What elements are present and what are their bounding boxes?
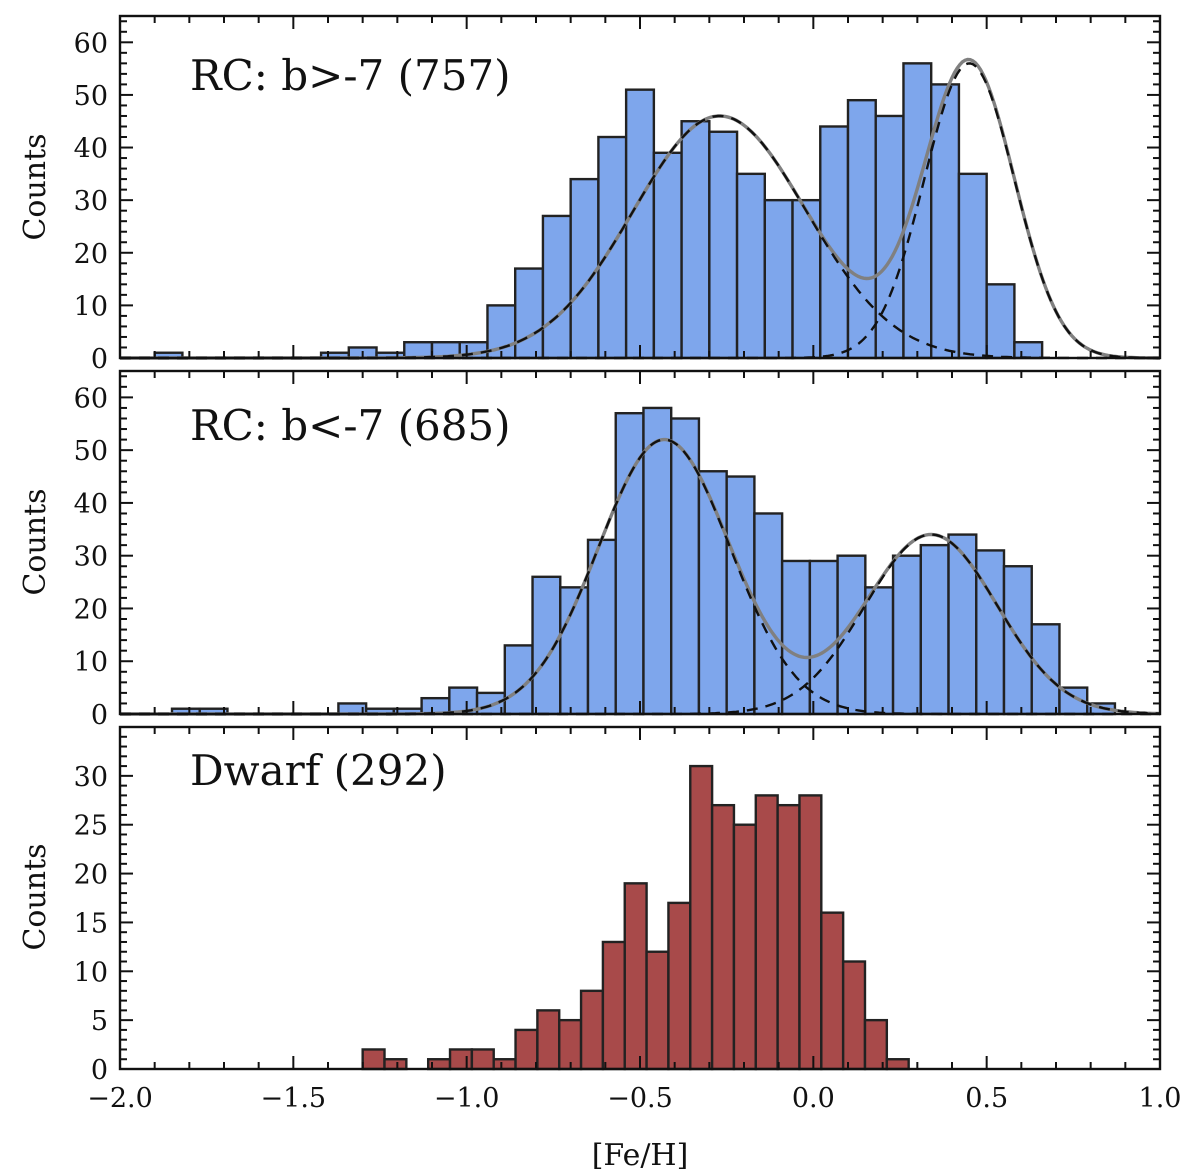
histogram-bar <box>846 98 877 360</box>
panel-title: RC: b<-7 (685) <box>190 401 511 450</box>
histogram-bar <box>776 803 801 1071</box>
histogram-bar <box>975 549 1006 716</box>
histogram-bar <box>623 882 648 1071</box>
histogram-bar <box>732 823 757 1071</box>
y-tick-label: 5 <box>91 1006 108 1037</box>
histogram-bar <box>708 130 739 360</box>
histogram-bar <box>891 554 922 716</box>
histogram-bar <box>763 198 794 360</box>
histogram-bar <box>697 470 728 716</box>
x-tick-label: −2.0 <box>87 1083 153 1114</box>
y-tick-label: 50 <box>74 81 108 112</box>
y-tick-label: 30 <box>74 762 108 793</box>
histogram-bar <box>735 172 766 360</box>
y-tick-label: 40 <box>74 489 108 520</box>
y-tick-label: 10 <box>74 291 108 322</box>
histogram-bar <box>710 803 736 1071</box>
panel-title: RC: b>-7 (757) <box>190 51 511 100</box>
histogram-bar <box>957 172 988 360</box>
y-tick-label: 20 <box>74 860 108 891</box>
histogram-bar <box>514 1028 539 1071</box>
histogram-bar <box>667 901 692 1071</box>
histogram-bar <box>919 543 950 716</box>
y-axis-title: Counts <box>18 843 53 950</box>
y-tick-label: 25 <box>74 811 108 842</box>
histogram-bar <box>448 1048 474 1071</box>
histogram-bar <box>863 1018 889 1071</box>
histogram-bar <box>361 1048 386 1071</box>
histogram-bar <box>569 177 600 360</box>
histogram-bar <box>601 940 626 1071</box>
x-axis-title: [Fe/H] <box>592 1138 689 1173</box>
histogram-bar <box>1013 341 1044 360</box>
y-tick-label: 20 <box>74 239 108 270</box>
histogram-bar <box>670 417 701 716</box>
x-tick-label: −0.5 <box>607 1083 673 1114</box>
x-tick-label: 0.5 <box>965 1083 1008 1114</box>
x-tick-label: 0.0 <box>792 1083 835 1114</box>
histogram-bars <box>361 764 910 1071</box>
histogram-bar <box>841 960 867 1071</box>
y-axis-title: Counts <box>18 488 53 595</box>
y-tick-label: 0 <box>91 344 108 375</box>
y-tick-label: 15 <box>74 908 108 939</box>
y-axis-title: Counts <box>18 133 53 240</box>
histogram-bar <box>541 214 572 360</box>
histogram-bar <box>902 62 933 360</box>
histogram-bar <box>798 794 823 1071</box>
histogram-bar <box>874 114 905 360</box>
panel-dwarf: 0 5 10 15 20 25 30 −2.0 −1.5 −1.0 −0.5 0.0 0.5 1.0 Dw… <box>18 725 1182 1173</box>
y-tick-label: 40 <box>74 134 108 165</box>
histogram-bar <box>579 989 605 1071</box>
panel-title: Dwarf (292) <box>190 746 447 795</box>
histogram-bar <box>780 559 812 716</box>
histogram-bar <box>383 1058 408 1071</box>
x-tick-label: −1.0 <box>434 1083 500 1114</box>
y-tick-label: 60 <box>74 28 108 59</box>
panel-rc-low-latitude: 0 10 20 30 40 50 60 RC: b<-7 (685) Counts <box>18 369 1162 731</box>
axes: 0 5 10 15 20 25 30 −2.0 −1.5 −1.0 −0.5 0.0 0.5 1.0 <box>74 725 1182 1114</box>
histogram-bar <box>864 586 895 716</box>
axes: 0 10 20 30 40 50 60 <box>74 369 1162 731</box>
histogram-bar <box>808 559 839 716</box>
histogram-bar <box>754 794 779 1071</box>
histogram-bar <box>836 554 867 716</box>
histogram-bar <box>820 911 845 1071</box>
histogram-bar <box>680 120 711 360</box>
y-tick-label: 10 <box>74 957 108 988</box>
panel-rc-high-latitude: 0 10 20 30 40 50 60 RC: b>-7 (757) Counts <box>18 14 1162 375</box>
histogram-bar <box>1030 623 1061 716</box>
histogram-bar <box>642 406 673 716</box>
y-tick-label: 0 <box>91 1055 108 1086</box>
histogram-bar <box>652 151 683 360</box>
histogram-bar <box>645 950 670 1071</box>
histogram-bar <box>689 764 714 1071</box>
y-tick-label: 0 <box>91 700 108 731</box>
histogram-bar <box>536 1009 561 1071</box>
histogram-bar <box>985 283 1016 360</box>
histogram-bar <box>885 1058 910 1071</box>
histogram-bar <box>947 533 978 716</box>
y-tick-label: 30 <box>74 186 108 217</box>
y-tick-label: 20 <box>74 594 108 625</box>
x-tick-label: −1.5 <box>261 1083 327 1114</box>
histogram-bars <box>153 62 1044 360</box>
histogram-bar <box>492 1058 517 1071</box>
histogram-bar <box>930 83 961 360</box>
histogram-bar <box>558 1018 583 1071</box>
histogram-bar <box>514 267 545 360</box>
histogram-bar <box>624 88 656 360</box>
y-tick-label: 30 <box>74 542 108 573</box>
histogram-bar <box>470 1048 495 1071</box>
y-tick-label: 10 <box>74 647 108 678</box>
histogram-bar <box>614 412 645 716</box>
x-tick-label: 1.0 <box>1139 1083 1182 1114</box>
axes: 0 10 20 30 40 50 60 <box>74 14 1162 375</box>
y-tick-label: 60 <box>74 383 108 414</box>
y-tick-label: 50 <box>74 436 108 467</box>
